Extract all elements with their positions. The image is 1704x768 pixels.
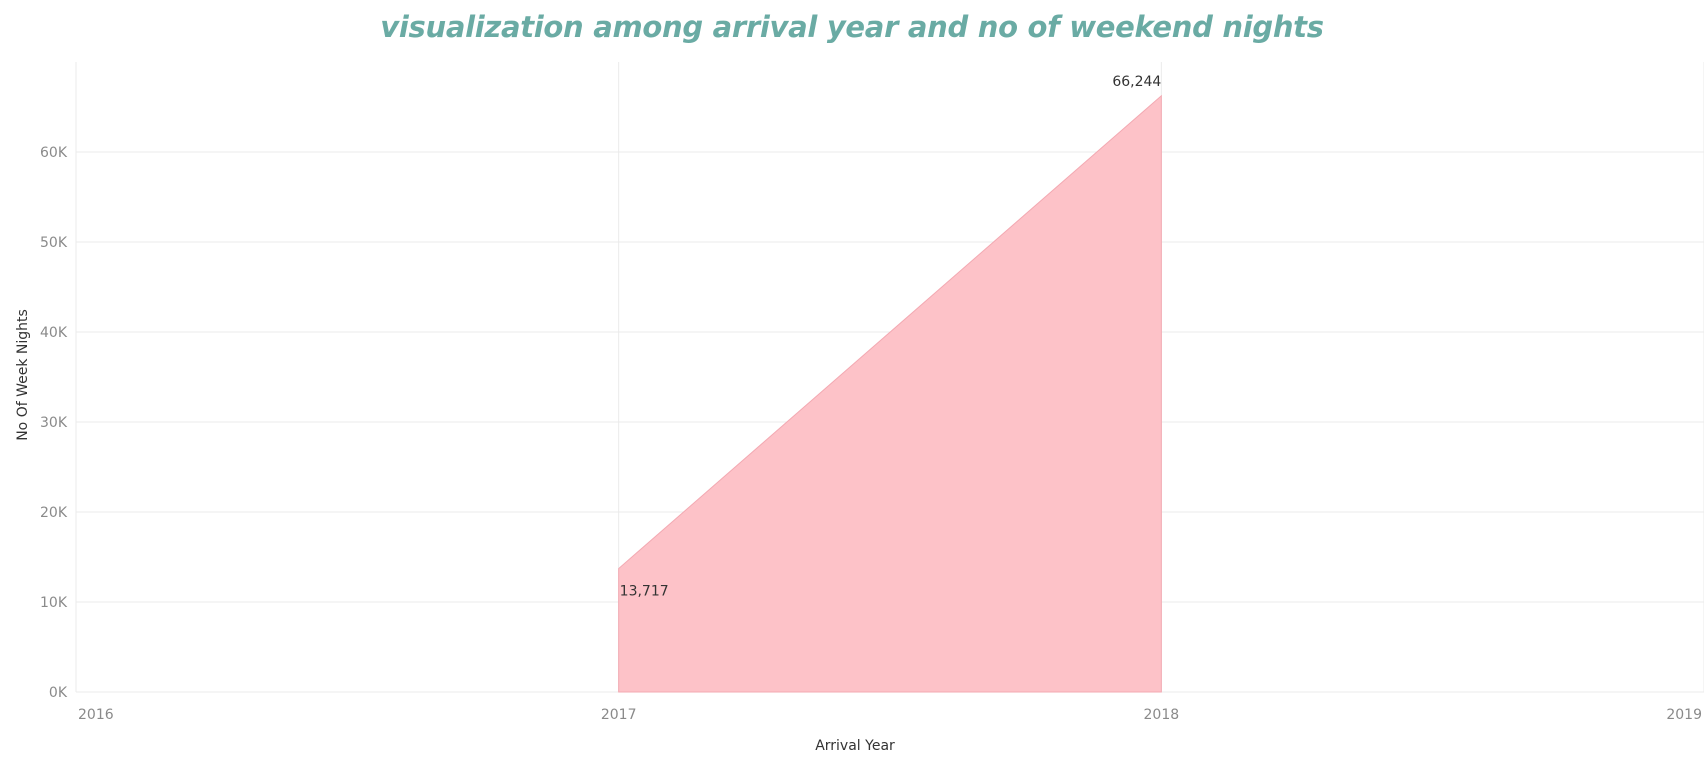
x-tick-label: 2016 [78, 707, 114, 723]
x-tick-label: 2019 [1666, 707, 1702, 723]
y-tick-label: 10K [40, 595, 68, 611]
y-tick-label: 60K [40, 145, 68, 161]
y-tick-label: 50K [40, 235, 68, 251]
y-tick-label: 40K [40, 325, 68, 341]
data-point [1159, 94, 1163, 98]
y-tick-label: 0K [49, 685, 68, 701]
x-axis-title: Arrival Year [815, 738, 895, 754]
y-tick-label: 20K [40, 505, 68, 521]
x-tick-label: 2017 [601, 707, 637, 723]
chart-title: visualization among arrival year and no … [380, 10, 1324, 44]
data-point [617, 567, 621, 571]
y-tick-label: 30K [40, 415, 68, 431]
x-tick-label: 2018 [1144, 707, 1180, 723]
y-axis-title: No Of Week Nights [15, 309, 31, 441]
area-series [618, 94, 1162, 693]
data-label: 66,244 [1112, 74, 1161, 90]
data-label: 13,717 [620, 584, 669, 600]
